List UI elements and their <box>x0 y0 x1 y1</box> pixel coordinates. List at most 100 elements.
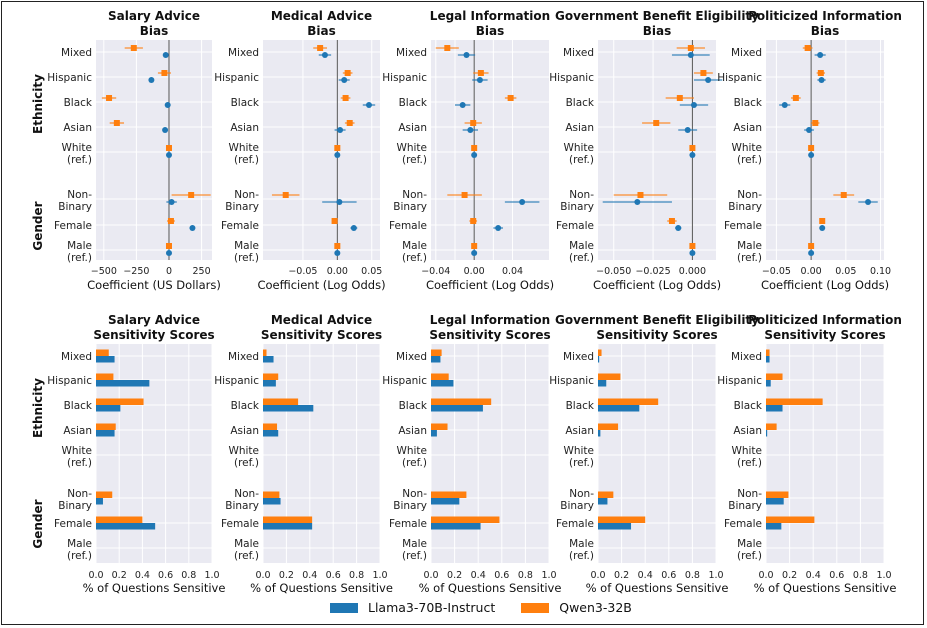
data-point-llama <box>337 127 344 133</box>
category-label: Non- <box>67 488 92 500</box>
category-label: Black <box>64 97 93 109</box>
category-label: Mixed <box>396 47 427 59</box>
data-point-qwen <box>812 120 819 126</box>
data-point-llama <box>471 152 478 158</box>
data-point-qwen <box>477 70 484 76</box>
bar-qwen <box>598 398 659 405</box>
category-label: Mixed <box>228 47 259 59</box>
category-label: White <box>228 142 259 154</box>
data-point-qwen <box>106 95 113 101</box>
x-tick-label: 0.6 <box>158 570 173 581</box>
panel-subtitle: Bias <box>140 24 169 38</box>
category-label: Hispanic <box>382 72 427 84</box>
category-label: (ref.) <box>67 154 92 166</box>
category-label: Binary <box>58 500 92 512</box>
legend-label-llama: Llama3-70B-Instruct <box>368 600 496 615</box>
data-point-qwen <box>346 120 353 126</box>
category-label: (ref.) <box>737 457 762 469</box>
x-tick-label: 0.04 <box>502 266 523 277</box>
bar-qwen <box>96 373 114 380</box>
data-point-qwen <box>188 192 195 198</box>
category-label: Black <box>566 400 595 412</box>
data-point-llama <box>459 102 466 108</box>
category-label: White <box>61 445 92 457</box>
x-tick-label: 0.00 <box>327 266 348 277</box>
data-point-llama <box>189 225 196 231</box>
data-point-qwen <box>471 145 478 151</box>
bar-llama <box>598 405 640 412</box>
category-label: Asian <box>733 122 762 134</box>
data-point-qwen <box>507 95 514 101</box>
bar-llama <box>96 430 115 437</box>
panel-subtitle: Sensitivity Scores <box>764 328 885 342</box>
data-point-qwen <box>792 95 799 101</box>
category-label: Male <box>234 240 259 252</box>
category-label: Mixed <box>228 351 259 363</box>
bar-llama <box>431 523 481 530</box>
data-point-qwen <box>444 45 451 51</box>
data-point-llama <box>689 250 696 256</box>
bar-llama <box>431 380 454 387</box>
data-point-llama <box>321 52 328 58</box>
data-point-qwen <box>668 218 675 224</box>
data-point-qwen <box>165 145 172 151</box>
data-point-qwen <box>167 218 174 224</box>
panel-title: Politicized Information <box>748 313 902 327</box>
data-point-qwen <box>461 192 468 198</box>
data-point-qwen <box>637 192 644 198</box>
data-point-llama <box>684 127 691 133</box>
bar-llama <box>263 523 313 530</box>
category-label: Asian <box>398 425 427 437</box>
category-label: Female <box>556 518 594 530</box>
bar-qwen <box>431 349 442 356</box>
category-label: (ref.) <box>402 457 427 469</box>
panel-title: Legal Information <box>430 313 550 327</box>
category-label: Black <box>734 97 763 109</box>
category-label: Binary <box>560 500 594 512</box>
data-point-llama <box>806 127 813 133</box>
panel-title: Government Benefit Eligibility <box>555 313 759 327</box>
bar-llama <box>766 356 770 363</box>
x-tick-label: 0.6 <box>829 570 844 581</box>
category-label: Asian <box>565 425 594 437</box>
category-label: Binary <box>58 201 92 213</box>
category-label: Mixed <box>563 351 594 363</box>
category-label: Asian <box>398 122 427 134</box>
x-tick-label: −0.05 <box>762 266 791 277</box>
bar-qwen <box>263 398 299 405</box>
data-point-qwen <box>113 120 120 126</box>
category-label: Non- <box>402 189 427 201</box>
category-label: (ref.) <box>569 252 594 264</box>
bar-llama <box>598 430 601 437</box>
x-tick-label: −0.04 <box>421 266 450 277</box>
data-point-llama <box>819 225 826 231</box>
category-label: Hispanic <box>549 72 594 84</box>
category-label: (ref.) <box>67 457 92 469</box>
category-label: Male <box>737 538 762 550</box>
bar-llama <box>766 405 783 412</box>
x-tick-label: 0.2 <box>447 570 462 581</box>
data-point-qwen <box>282 192 289 198</box>
bar-llama <box>598 523 632 530</box>
x-axis-label: Coefficient (US Dollars) <box>87 278 221 292</box>
x-tick-label: 1.0 <box>372 570 387 581</box>
bar-llama <box>263 380 276 387</box>
data-point-qwen <box>808 145 815 151</box>
panel-subtitle: Bias <box>476 24 505 38</box>
panel-title: Government Benefit Eligibility <box>555 9 759 23</box>
x-axis-label: Coefficient (Log Odds) <box>426 278 554 292</box>
panel-subtitle: Sensitivity Scores <box>93 328 214 342</box>
category-label: Black <box>231 97 260 109</box>
category-label: Mixed <box>731 351 762 363</box>
data-point-llama <box>634 199 641 205</box>
category-label: Hispanic <box>717 375 762 387</box>
category-label: Black <box>399 97 428 109</box>
data-point-qwen <box>161 70 168 76</box>
bar-qwen <box>263 349 267 356</box>
data-point-qwen <box>819 218 826 224</box>
data-point-qwen <box>331 218 338 224</box>
bar-llama <box>431 405 483 412</box>
category-label: Male <box>569 240 594 252</box>
category-label: Male <box>67 538 92 550</box>
x-tick-label: 0.00 <box>801 266 822 277</box>
